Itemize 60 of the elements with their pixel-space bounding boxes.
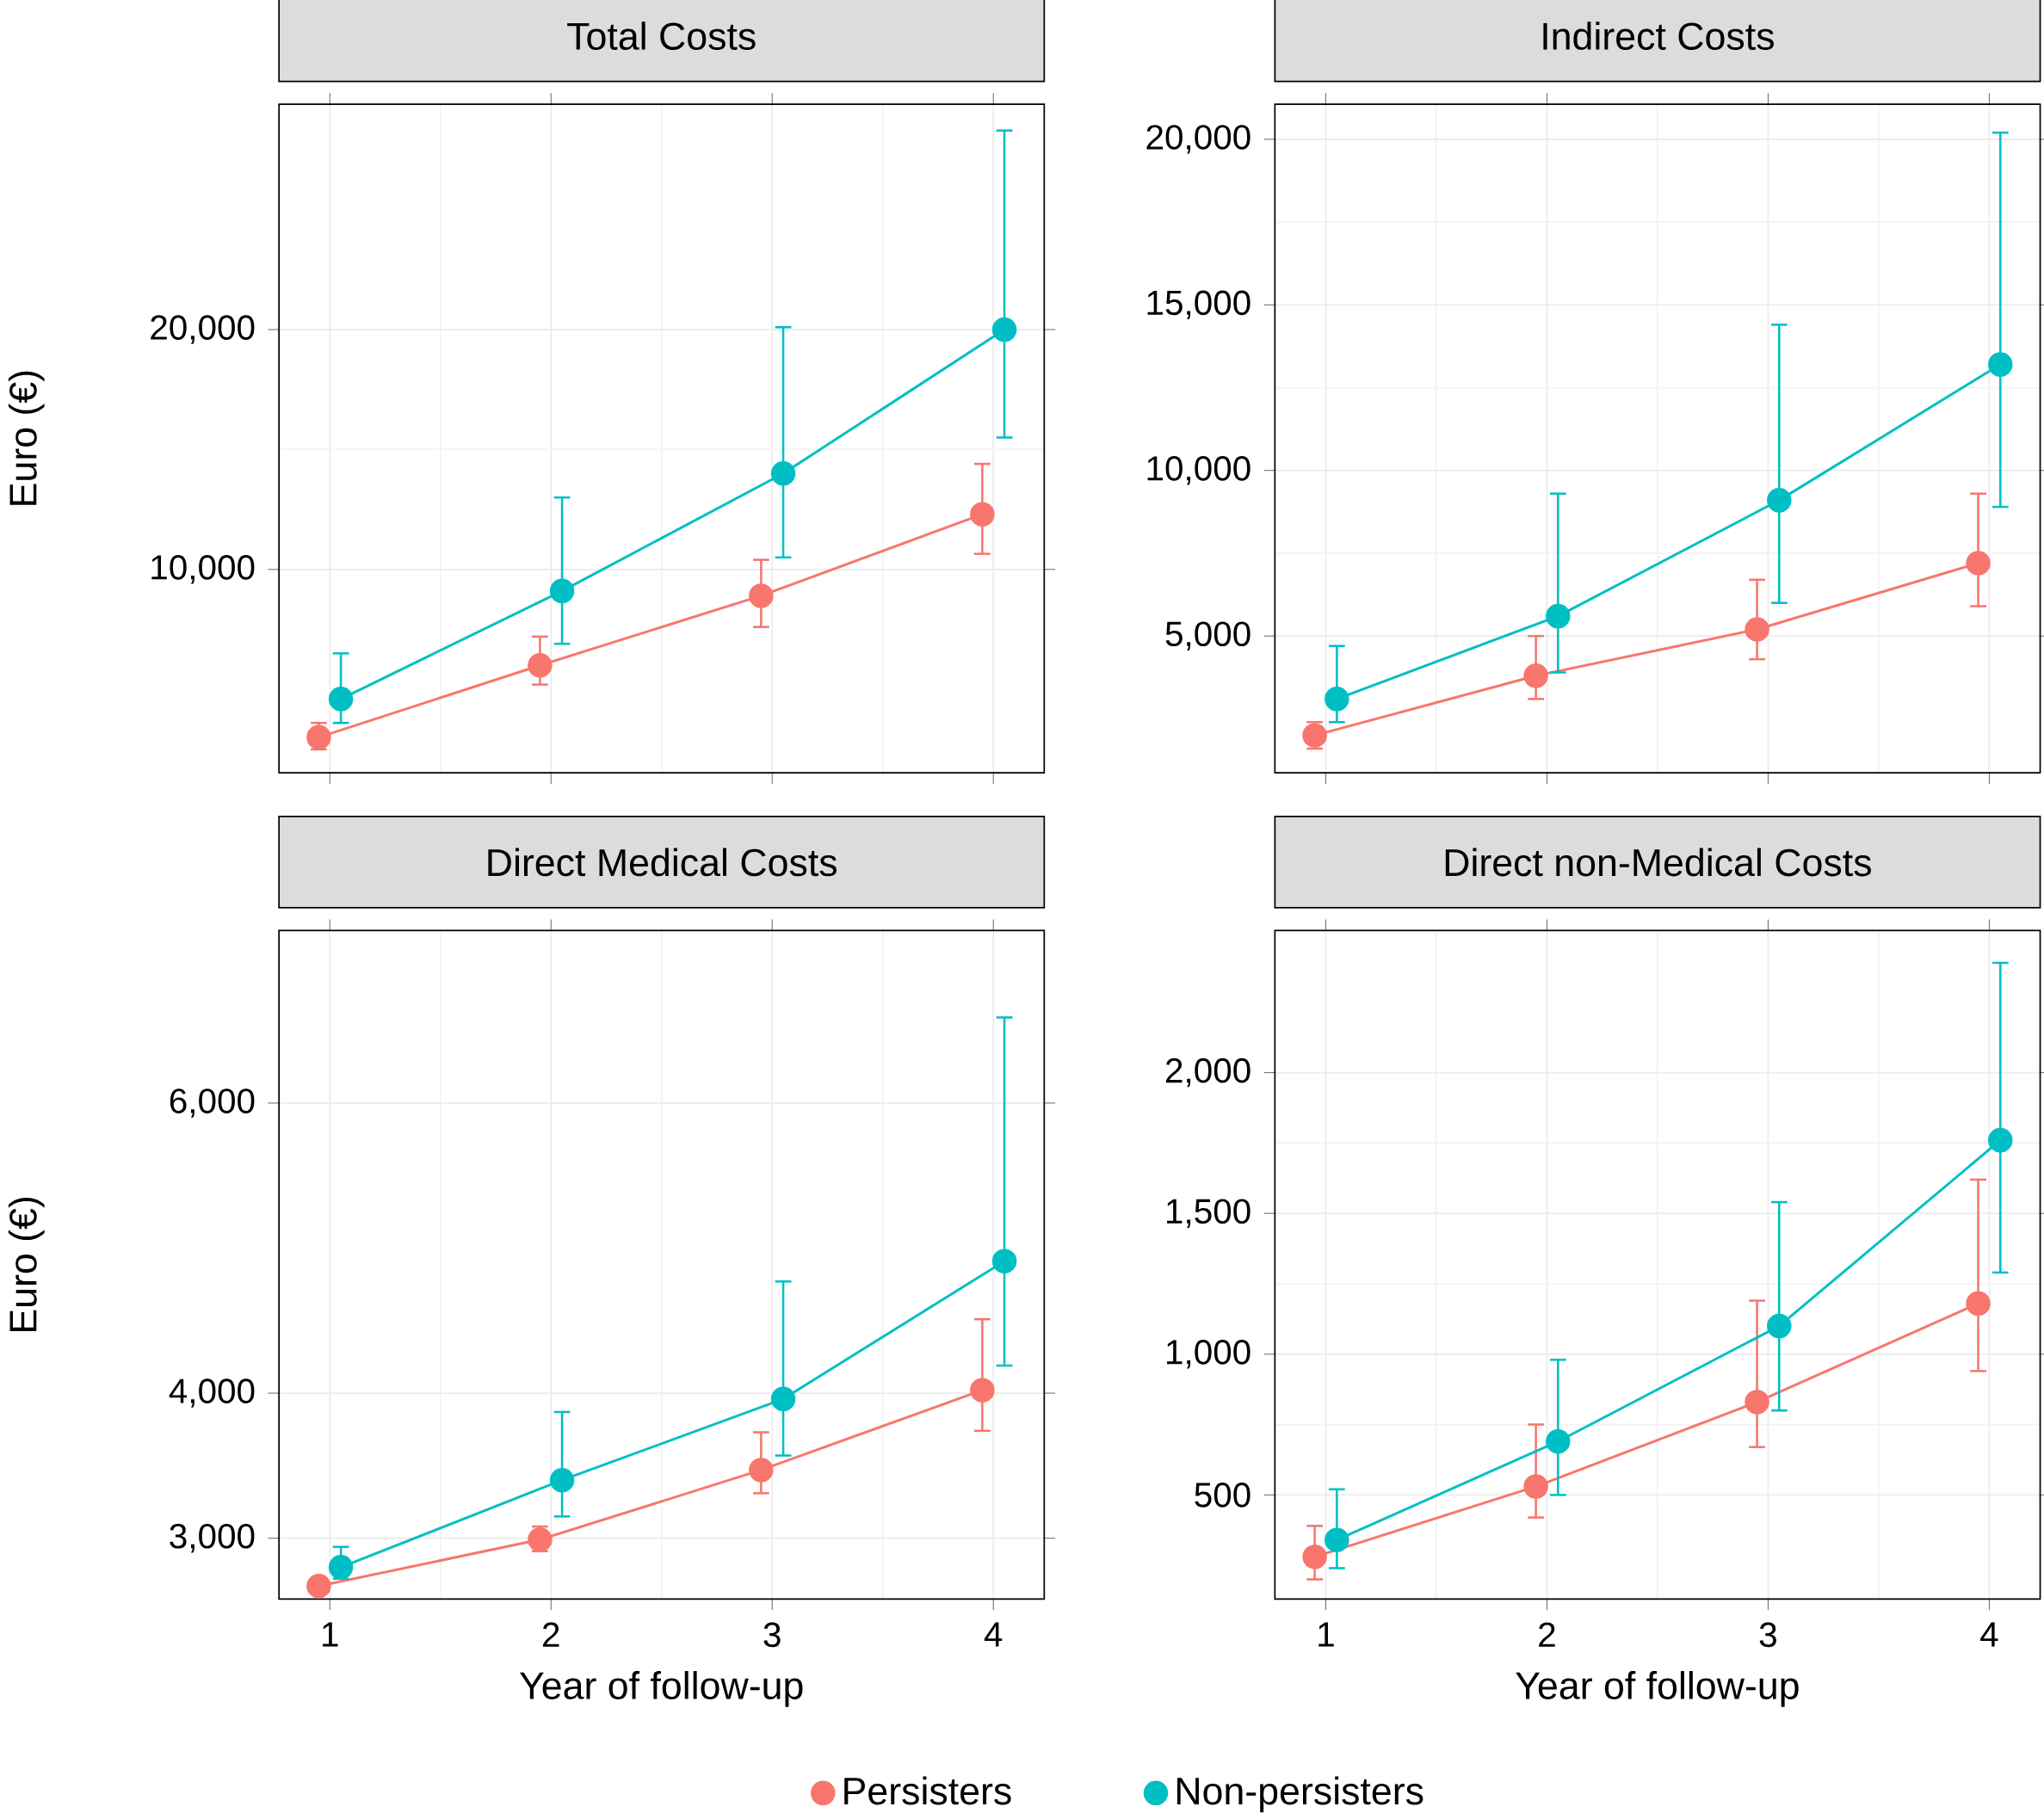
x-tick-label: 3 xyxy=(763,1622,781,1647)
y-axis-title: Euro (€) xyxy=(8,371,45,505)
x-axis-title: Year of follow-up xyxy=(520,1670,803,1707)
chart-title: Total Costs xyxy=(567,21,756,50)
y-tick-label: 4,000 xyxy=(169,1378,255,1408)
x-tick-label: 1 xyxy=(323,1622,338,1647)
y-tick-label: 10,000 xyxy=(151,554,255,584)
legend-label: Persisters xyxy=(844,1776,1011,1805)
point xyxy=(328,686,354,712)
y-tick-label: 3,000 xyxy=(170,1523,255,1553)
legend-label: Non-persisters xyxy=(1176,1776,1423,1813)
point xyxy=(1745,1389,1769,1415)
point xyxy=(1325,686,1349,712)
point xyxy=(1546,1428,1571,1454)
point xyxy=(770,1386,796,1411)
point xyxy=(1966,551,1991,576)
point xyxy=(306,1573,331,1599)
point xyxy=(749,583,774,608)
x-tick-label: 2 xyxy=(542,1622,559,1647)
y-tick-label: 20,000 xyxy=(1146,124,1250,154)
chart-title: Direct Medical Costs xyxy=(488,848,837,877)
x-tick-label: 4 xyxy=(984,1622,1003,1647)
y-tick-label: 1,500 xyxy=(1167,1199,1250,1228)
x-axis-title: Year of follow-up xyxy=(1516,1670,1799,1707)
point xyxy=(328,1554,354,1580)
point xyxy=(1523,663,1548,688)
point xyxy=(970,1378,995,1403)
point xyxy=(991,317,1017,342)
point xyxy=(528,652,553,678)
y-tick-label: 500 xyxy=(1195,1482,1250,1508)
point xyxy=(749,1457,774,1483)
x-tick-label: 2 xyxy=(1539,1622,1555,1647)
x-tick-label: 4 xyxy=(1980,1622,1998,1647)
point xyxy=(1302,1544,1327,1569)
y-tick-label: 20,000 xyxy=(151,315,255,344)
y-tick-label: 6,000 xyxy=(170,1088,255,1118)
point xyxy=(1767,487,1792,513)
point xyxy=(1523,1474,1548,1499)
point xyxy=(549,578,575,603)
chart-title: Direct non-Medical Costs xyxy=(1445,848,1871,877)
point xyxy=(549,1467,575,1493)
point xyxy=(1546,603,1571,629)
y-tick-label: 2,000 xyxy=(1166,1057,1250,1088)
point xyxy=(1988,1127,2013,1153)
point xyxy=(1325,1527,1349,1552)
x-tick-label: 1 xyxy=(1318,1622,1334,1647)
point xyxy=(1966,1291,1991,1316)
chart-title: Indirect Costs xyxy=(1543,21,1774,50)
point xyxy=(770,460,796,486)
y-axis-title: Euro (€) xyxy=(8,1197,45,1331)
point xyxy=(991,1249,1017,1273)
y-tick-label: 1,000 xyxy=(1167,1339,1250,1369)
point xyxy=(1767,1313,1792,1339)
y-tick-label: 15,000 xyxy=(1147,290,1250,319)
point xyxy=(1745,616,1769,642)
x-tick-label: 3 xyxy=(1759,1622,1776,1647)
point xyxy=(1988,352,2013,377)
point xyxy=(970,502,995,527)
y-tick-label: 5,000 xyxy=(1165,621,1250,651)
y-tick-label: 10,000 xyxy=(1147,455,1250,485)
